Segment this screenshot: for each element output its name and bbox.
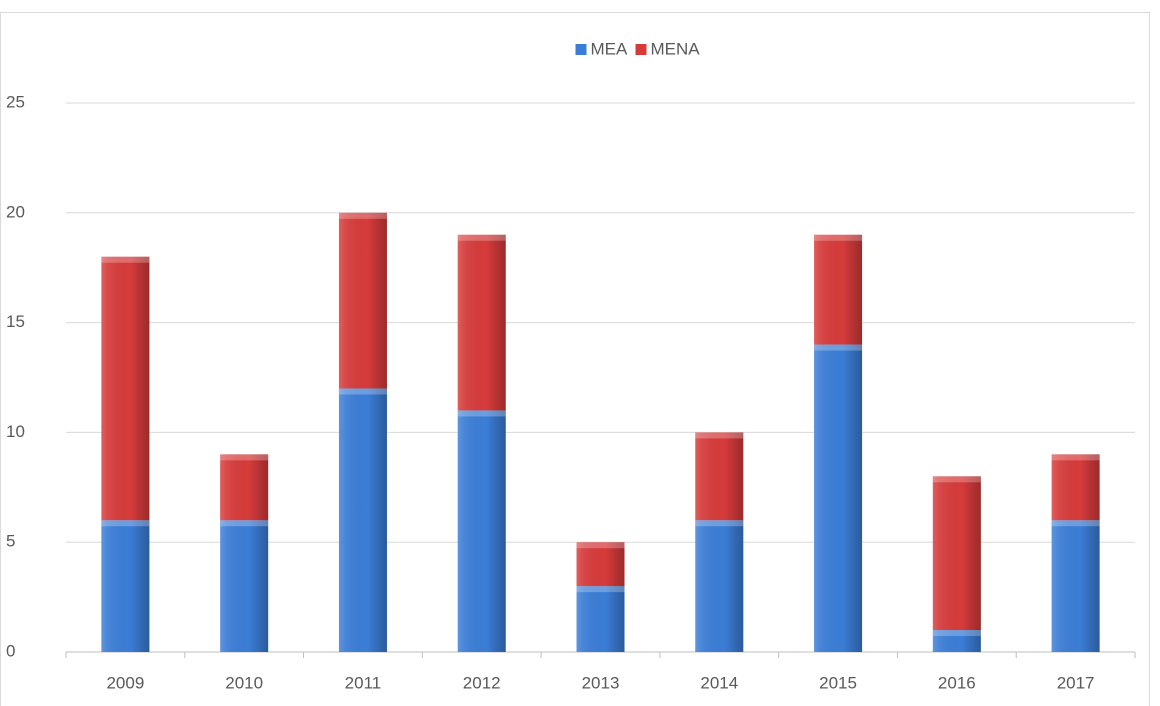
x-tick-label: 2013 [582,673,620,692]
legend-swatch [635,44,647,55]
x-tick-label: 2010 [225,673,263,692]
chart-border [0,12,1150,706]
legend-swatch [575,44,587,55]
bar-bevel [457,234,506,241]
bar-shade [576,586,625,652]
y-tick-label: 5 [6,532,15,551]
bar-shade [101,520,150,652]
bar-shade [814,234,863,345]
bar-shade [338,388,387,652]
legend-label: MENA [651,39,701,58]
bar-shade [576,542,625,587]
bar-shade [457,234,506,411]
bar-shade [220,454,269,521]
bar-shade [457,410,506,652]
y-tick-label: 20 [6,202,25,221]
bar-shade [932,630,981,652]
x-tick-label: 2017 [1057,673,1095,692]
y-tick-label: 0 [6,641,15,660]
bar-bevel [101,256,150,263]
bar-bevel [101,520,150,527]
bar-shade [695,520,744,652]
bar-bevel [814,234,863,241]
legend-label: MEA [591,39,629,58]
bar-bevel [814,344,863,351]
bar-bevel [576,586,625,593]
bar-shade [220,520,269,652]
bar-bevel [695,432,744,439]
x-tick-label: 2011 [345,673,382,692]
bar-bevel [220,454,269,461]
bar-bevel [576,542,625,549]
y-tick-label: 15 [6,312,25,331]
x-tick-label: 2016 [938,673,976,692]
x-tick-label: 2015 [819,673,857,692]
x-tick-label: 2009 [106,673,144,692]
x-tick-label: 2014 [700,673,738,692]
bar-bevel [1051,454,1100,461]
bar-bevel [338,388,387,395]
bar-shade [932,476,981,631]
bar-bevel [338,212,387,219]
bar-bevel [457,410,506,417]
x-tick-label: 2012 [463,673,501,692]
bar-shade [1051,454,1100,521]
y-tick-label: 25 [6,92,25,111]
bar-shade [695,432,744,521]
bar-shade [814,344,863,652]
bar-shade [101,256,150,521]
bar-bevel [932,476,981,483]
bar-bevel [932,630,981,637]
bar-shade [1051,520,1100,652]
bar-shade [338,212,387,389]
bar-bevel [1051,520,1100,527]
bar-bevel [695,520,744,527]
bar-bevel [220,520,269,527]
y-tick-label: 10 [6,422,25,441]
